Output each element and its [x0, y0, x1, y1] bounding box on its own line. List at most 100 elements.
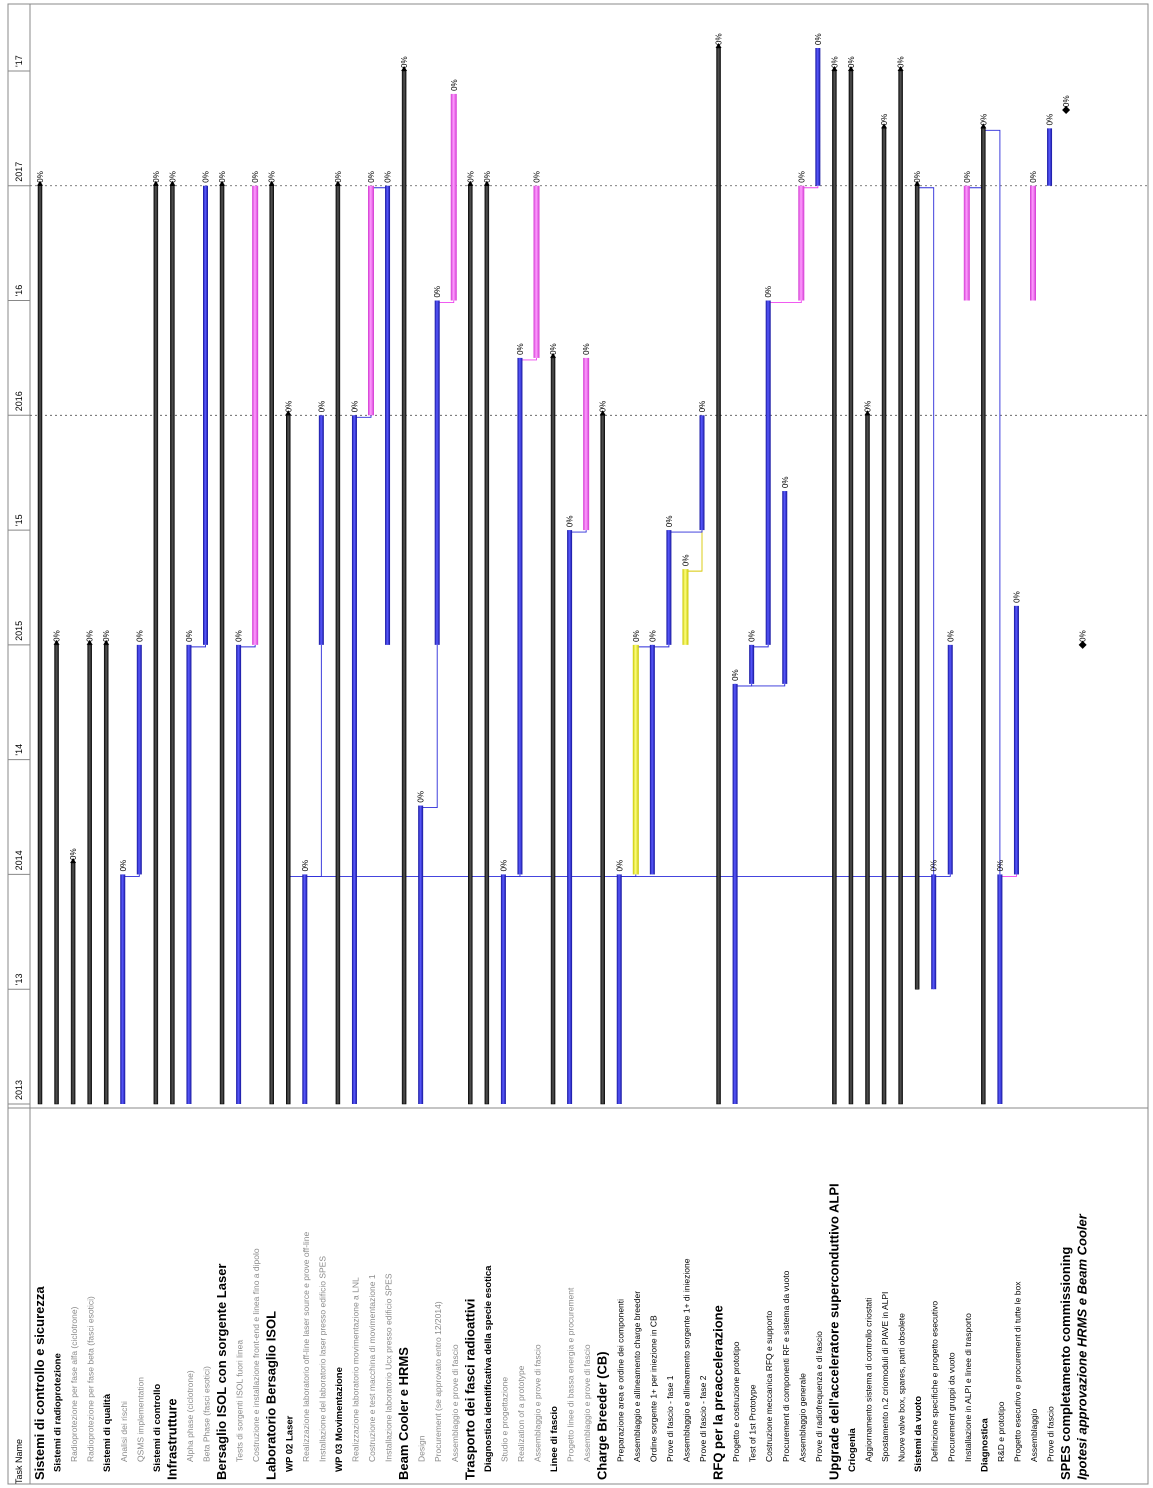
percent-complete-label: 0%: [533, 171, 542, 183]
task-label: Progetto linee di bassa energia e procur…: [566, 1287, 576, 1462]
task-bar: [1047, 128, 1053, 186]
task-label: Criogenia: [847, 1427, 858, 1472]
task-label: QSMS implementation: [135, 1377, 145, 1462]
percent-complete-label: 0%: [582, 343, 591, 355]
percent-complete-label: 0%: [284, 401, 293, 413]
task-label: Installazione laboratorio Ucx presso edi…: [384, 1273, 394, 1462]
dependency-link: [420, 644, 438, 809]
task-label: Prove di fascio: [1046, 1406, 1056, 1462]
task-label: Sistemi di qualità: [102, 1393, 113, 1472]
task-bar: [153, 185, 159, 1105]
task-label: Bersaglio ISOL con sorgente Laser: [214, 1264, 229, 1481]
summary-end-cap: [980, 123, 987, 129]
percent-complete-label: 0%: [251, 171, 260, 183]
task-bar: [716, 47, 721, 1105]
task-bar: [699, 415, 705, 531]
task-label: Upgrade dell'acceleratore superconduttiv…: [826, 1183, 841, 1480]
percent-complete-label: 0%: [466, 171, 475, 183]
percent-complete-label: 0%: [963, 171, 972, 183]
task-bar: [269, 185, 274, 1105]
summary-end-cap: [467, 180, 474, 186]
task-bar: [418, 805, 424, 1104]
percent-complete-label: 0%: [897, 56, 906, 68]
summary-end-cap: [334, 180, 341, 186]
summary-end-cap: [864, 410, 871, 416]
task-bar: [914, 185, 920, 990]
percent-complete-label: 0%: [648, 630, 657, 642]
percent-complete-label: 0%: [731, 669, 740, 681]
task-bar: [666, 530, 672, 645]
percent-complete-label: 0%: [599, 401, 608, 413]
percent-complete-label: 0%: [549, 343, 558, 355]
column-header: Task Name: [14, 1439, 24, 1484]
task-label: Definizione specifiche e progetto esecut…: [930, 1301, 940, 1462]
task-label: Charge Breeder (CB): [595, 1351, 610, 1480]
summary-end-cap: [897, 65, 904, 71]
task-bar: [567, 530, 573, 1104]
task-label: Costruzione e test macchina di movimenta…: [367, 1274, 377, 1462]
task-label: Ordine sorgente 1+ per iniezione in CB: [648, 1315, 658, 1462]
task-label: Radioprotezione per fase alfa (ciclotron…: [69, 1306, 79, 1462]
task-label: Prove di radiofrequenza e di fascio: [814, 1331, 824, 1462]
task-bar: [170, 185, 175, 1105]
task-bar: [931, 874, 937, 990]
task-bar: [798, 185, 805, 301]
task-label: Assemblaggio e prove di fascio: [582, 1344, 592, 1462]
summary-end-cap: [70, 857, 77, 863]
percent-complete-label: 0%: [880, 114, 889, 126]
task-label: Prove di fascio - fase 2: [698, 1375, 708, 1462]
task-bar: [318, 415, 324, 645]
task-bar: [898, 70, 903, 1105]
timeline-tick-label: 2017: [14, 162, 24, 182]
task-label: Design: [417, 1435, 427, 1462]
task-bar: [136, 644, 142, 875]
percent-complete-label: 0%: [119, 860, 128, 872]
timeline-tick-label: '16: [14, 285, 24, 297]
percent-complete-label: 0%: [334, 171, 343, 183]
task-label: Progetto esecutivo e procurement di tutt…: [1012, 1281, 1022, 1462]
summary-end-cap: [219, 180, 226, 186]
timeline-tick-label: 2014: [14, 850, 24, 870]
percent-complete-label: 0%: [797, 171, 806, 183]
task-bar: [649, 644, 655, 875]
percent-complete-label: 0%: [400, 56, 409, 68]
percent-complete-label: 0%: [715, 33, 724, 45]
percent-complete-label: 0%: [566, 516, 575, 528]
task-label: SPES completamento commissioning: [1058, 1247, 1073, 1480]
timeline-tick-label: 2015: [14, 621, 24, 641]
percent-complete-label: 0%: [135, 630, 144, 642]
task-bar: [881, 128, 887, 1105]
timeline-tick-label: 2013: [14, 1080, 24, 1100]
task-bar: [186, 644, 192, 1104]
percent-complete-label: 0%: [1062, 95, 1071, 107]
task-label: Costruzione meccanica RFQ e supporto: [764, 1311, 774, 1462]
task-bar: [616, 874, 622, 1104]
percent-complete-label: 0%: [1012, 591, 1021, 603]
task-bar: [600, 415, 605, 1105]
percent-complete-label: 0%: [632, 630, 641, 642]
task-label: WP 02 Laser: [284, 1415, 295, 1472]
task-label: Analisi dei rischi: [119, 1401, 129, 1462]
task-bar: [682, 569, 689, 645]
task-bar: [203, 185, 208, 645]
task-bar: [848, 70, 854, 1105]
task-label: Diagnostica: [979, 1417, 990, 1472]
timeline-grid: 2013 '13 2014 '14 2015 '15 2016 '16 2017 '17: [8, 55, 1148, 1105]
percent-complete-label: 0%: [615, 860, 624, 872]
task-label: Nuove valve box, spares, parti obsolete: [897, 1313, 907, 1462]
timeline-tick-label: '15: [14, 514, 24, 526]
task-label: Spostamento n.2 criomoduli di PIAVE in A…: [880, 1292, 890, 1462]
percent-complete-label: 0%: [996, 860, 1005, 872]
summary-end-cap: [483, 180, 490, 186]
task-bar: [120, 874, 126, 1104]
task-bar: [484, 185, 490, 1105]
task-label: Radioprotezione per fase beta (fasci eso…: [86, 1296, 96, 1462]
task-label: Realizzazione laboratorio off-line laser…: [301, 1231, 311, 1462]
summary-end-cap: [152, 180, 159, 186]
percent-complete-label: 0%: [317, 401, 326, 413]
percent-complete-label: 0%: [847, 56, 856, 68]
task-label: Sistemi di controllo: [152, 1384, 163, 1472]
task-bar: [997, 874, 1003, 1104]
task-label: Procurement (se approvato entro 12/2014): [433, 1301, 443, 1462]
